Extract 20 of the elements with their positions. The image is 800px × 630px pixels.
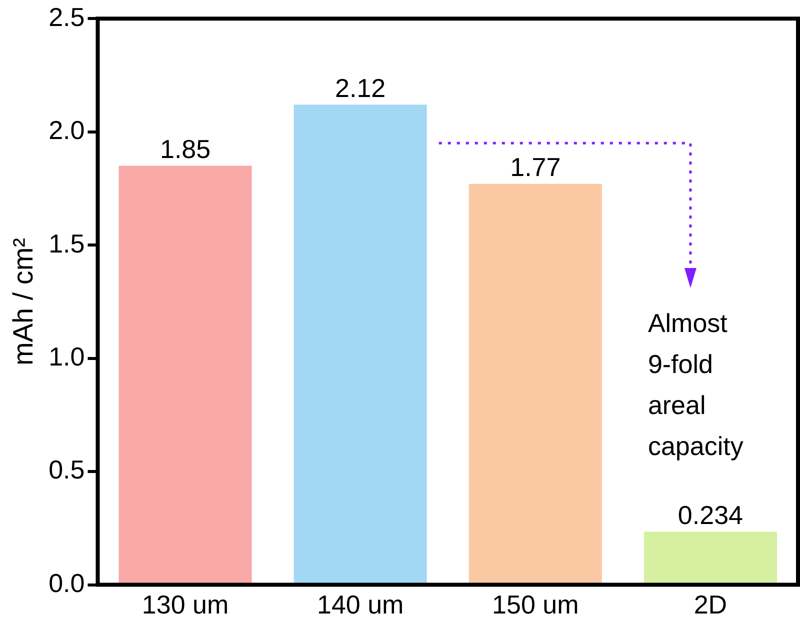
x-tick-label: 150 um <box>492 590 579 620</box>
y-tick-label: 2.0 <box>48 115 85 146</box>
y-tick-label: 2.5 <box>48 2 85 32</box>
y-tick-label: 0.0 <box>48 568 85 598</box>
y-tick-label: 1.5 <box>48 228 85 258</box>
data-label: 1.77 <box>510 152 561 182</box>
y-axis-title: mAh / cm² <box>8 238 39 366</box>
y-tick-label: 1.0 <box>48 341 85 372</box>
x-tick-label: 130 um <box>142 590 229 620</box>
bar <box>468 184 602 584</box>
x-tick-label: 140 um <box>316 590 404 620</box>
bar <box>118 166 252 584</box>
x-tick-label: 2D <box>694 590 728 620</box>
data-label: 1.85 <box>160 134 211 164</box>
data-label: 2.12 <box>335 72 386 103</box>
bar <box>294 104 427 584</box>
bar <box>644 532 777 584</box>
annotation: Almost 9-fold areal capacity <box>648 308 744 461</box>
y-tick-label: 0.5 <box>48 454 85 485</box>
data-label: 0.234 <box>678 500 744 530</box>
